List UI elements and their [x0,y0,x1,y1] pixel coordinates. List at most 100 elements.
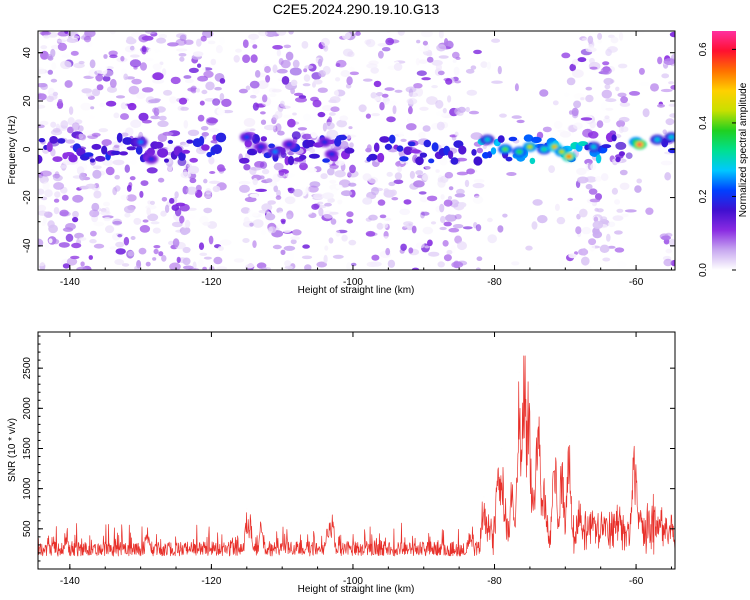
spectrogram-cell [358,104,367,113]
spectrogram-cell [464,179,470,188]
spectrogram-x-label: Height of straight line (km) [298,285,415,296]
spectrogram-cell [399,208,411,215]
spectrogram-cell [499,113,507,118]
spectrogram-cell [456,171,469,176]
snr-y-label: SNR (10 * v/v) [7,418,18,482]
chart-title: C2E5.2024.290.19.10.G13 [273,1,440,17]
spectrogram-cell [576,167,587,176]
spectrogram-cell [291,131,301,140]
spectrogram-frame [37,30,676,271]
spectrogram-cell [302,244,310,249]
spectrogram-cell [610,36,619,44]
spectrogram-cell [413,180,425,188]
spectrogram-cell [287,252,294,261]
spectrogram-cell [587,44,595,52]
spectrogram-cell [559,131,572,138]
spectrogram-band-cell [52,156,63,163]
spectrogram-cell [129,176,136,181]
spectrogram-cell [52,174,63,182]
spectrogram-cell [428,251,440,257]
snr-peak-point [260,520,262,522]
spectrogram-cell [174,191,179,199]
spectrogram-band-cell [377,152,385,163]
spectrogram-cell [201,132,209,137]
spectrogram-cell [614,230,623,235]
spectrogram-cell [383,217,391,221]
spectrogram-cell [668,81,675,85]
spectrogram-band-cell [379,136,390,143]
spectrogram-cell [302,83,311,87]
spectrogram-cell [176,256,181,264]
spectrogram-cell [382,223,389,229]
spectrogram-cell [480,61,488,68]
spectrogram-cell [284,196,296,205]
spectrogram-cell [304,264,312,270]
spectrogram-y-tick-label: -40 [22,238,33,253]
spectrogram-cell [180,229,189,236]
spectrogram-band-cell [399,156,409,162]
spectrogram-cell [182,143,190,147]
spectrogram-cell [539,89,549,97]
spectrogram-band-cell [305,139,316,148]
spectrogram-cell [164,204,170,213]
spectrogram-cell [599,244,610,253]
spectrogram-band-cell [618,151,626,157]
spectrogram-cell [121,263,130,267]
spectrogram-cell [71,35,80,40]
spectrogram-cell [661,73,670,79]
spectrogram-cell [346,76,353,86]
spectrogram-cell [670,85,675,90]
snr-series-line [38,355,675,557]
hotspot-core [637,142,642,147]
spectrogram-cell [313,193,325,200]
spectrogram-cell [202,221,211,226]
spectrogram-cell [57,35,69,40]
spectrogram-cell [415,57,420,66]
spectrogram-cell [264,31,277,37]
spectrogram-cell [80,102,92,111]
spectrogram-cell [589,66,598,70]
spectrogram-cell [403,222,409,229]
spectrogram-cell [212,98,221,106]
spectrogram-cell [668,103,675,107]
spectrogram-band-cell [450,157,459,165]
snr-y-tick-label: 2500 [22,357,33,380]
spectrogram-cell [348,126,353,130]
spectrogram-cell [156,37,167,44]
hotspot-core [552,145,557,149]
spectrogram-cell [44,189,53,198]
spectrogram-cell [426,195,438,202]
spectrogram-cell [130,119,142,128]
spectrogram-cell [447,195,453,201]
spectrogram-cell [115,95,126,99]
spectrogram-cell [349,71,359,76]
spectrogram-cell [430,221,437,225]
snr-peak-point [246,508,248,510]
spectrogram-cell [561,52,571,59]
spectrogram-cell [284,260,292,267]
spectrogram-cell [267,226,277,234]
spectrogram-cell [381,236,392,245]
spectrogram-band-cell [38,138,46,143]
snr-peak-point [561,452,563,454]
spectrogram-cell [179,56,185,62]
spectrogram-cell [198,242,205,250]
spectrogram-cell [373,80,382,88]
spectrogram-cell [339,115,349,121]
spectrogram-band-cell [611,134,617,142]
spectrogram-cell [420,211,430,216]
colorbar: 0.0 0.2 0.4 0.6 Normalized spectral amplitu… [698,31,749,277]
spectrogram-cell [68,106,74,115]
spectrogram-cell [91,202,100,212]
spectrogram-cell [347,51,355,58]
spectrogram-cell [141,87,154,93]
spectrogram-cell [406,123,417,131]
spectrogram-cell [142,219,149,223]
spectrogram-cell [124,212,131,218]
spectrogram-cell [303,113,311,122]
spectrogram-cell [248,33,260,40]
spectrogram-cell [335,77,341,82]
snr-x-tick-label: -100 [343,576,363,587]
spectrogram-cell [255,188,267,192]
spectrogram-x-ticks: -140 -120 -100 -80 -60 [60,31,672,288]
